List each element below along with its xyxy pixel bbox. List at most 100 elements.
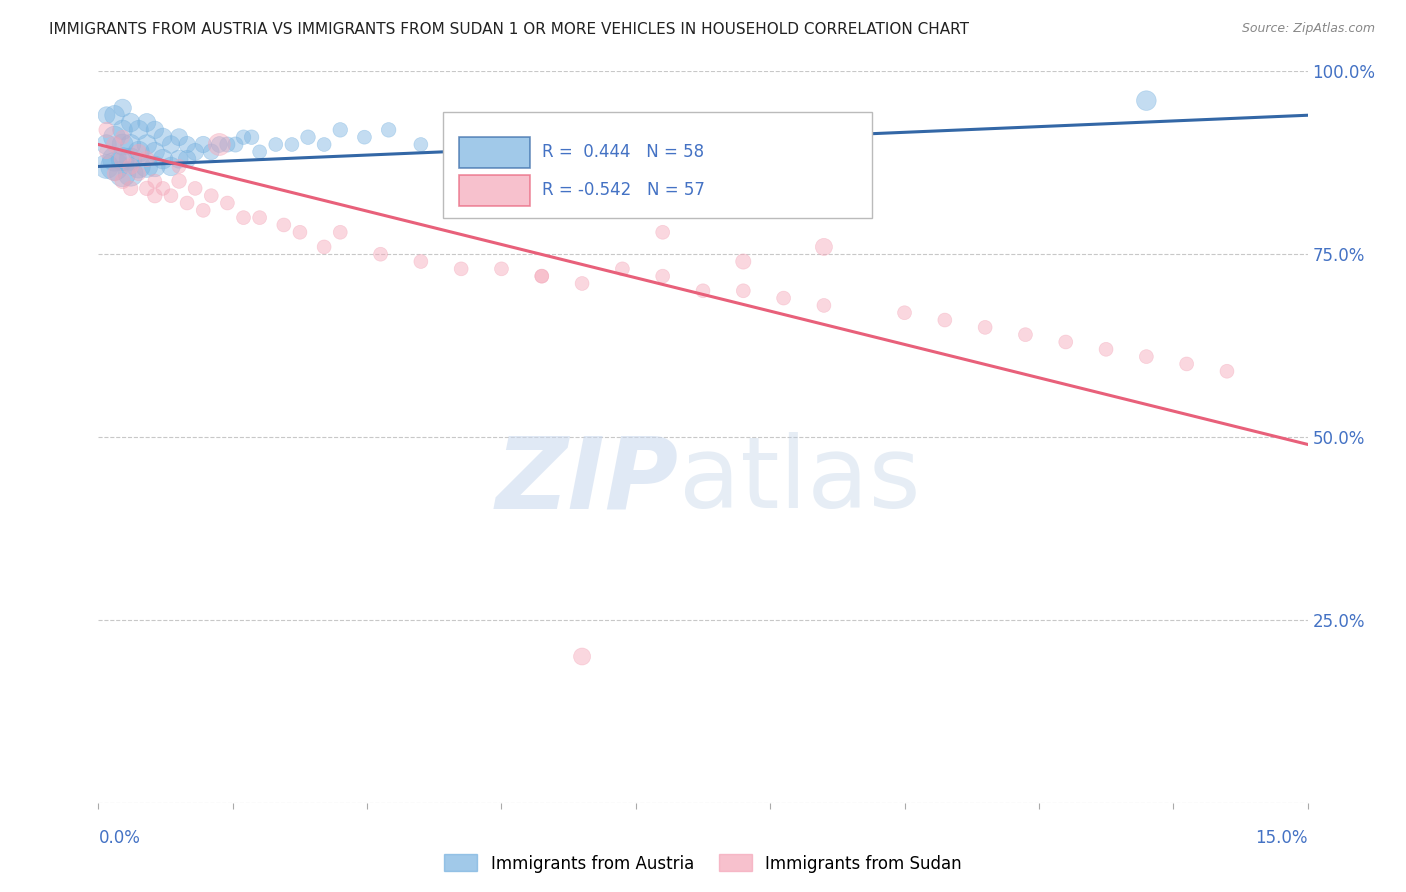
Point bbox=[733, 123, 755, 137]
Point bbox=[772, 291, 794, 305]
Point bbox=[167, 152, 190, 166]
Point bbox=[249, 211, 271, 225]
Point bbox=[103, 152, 125, 166]
Point bbox=[1054, 334, 1077, 349]
Point bbox=[893, 306, 915, 320]
Point bbox=[813, 298, 835, 312]
Point bbox=[224, 137, 246, 152]
Point bbox=[692, 284, 714, 298]
Point bbox=[1135, 350, 1157, 364]
Point bbox=[1135, 94, 1157, 108]
Point bbox=[111, 130, 134, 145]
Point bbox=[120, 152, 142, 166]
Point bbox=[813, 240, 835, 254]
Point bbox=[120, 160, 142, 174]
Point bbox=[409, 137, 432, 152]
Point bbox=[571, 277, 593, 291]
Point bbox=[450, 123, 472, 137]
Point bbox=[176, 196, 198, 211]
Point bbox=[1014, 327, 1036, 342]
Point bbox=[232, 211, 254, 225]
Point bbox=[152, 181, 174, 195]
Point bbox=[329, 123, 352, 137]
Point bbox=[111, 137, 134, 152]
Point bbox=[200, 188, 222, 202]
Point bbox=[409, 254, 432, 268]
Point bbox=[167, 130, 190, 145]
Point bbox=[1095, 343, 1118, 357]
Point bbox=[184, 145, 207, 159]
Point bbox=[103, 160, 125, 174]
Point bbox=[135, 160, 157, 174]
Point bbox=[135, 152, 157, 166]
Point bbox=[733, 254, 755, 268]
Point bbox=[96, 160, 118, 174]
Point bbox=[200, 145, 222, 159]
Point bbox=[1175, 357, 1198, 371]
Point bbox=[167, 174, 190, 188]
Point bbox=[111, 174, 134, 188]
Point bbox=[152, 130, 174, 145]
Point bbox=[111, 123, 134, 137]
FancyBboxPatch shape bbox=[458, 175, 530, 206]
Point bbox=[297, 130, 319, 145]
Point bbox=[288, 225, 311, 239]
Point bbox=[232, 130, 254, 145]
Point bbox=[111, 101, 134, 115]
Point bbox=[143, 145, 166, 159]
Point bbox=[143, 188, 166, 202]
Legend: Immigrants from Austria, Immigrants from Sudan: Immigrants from Austria, Immigrants from… bbox=[437, 847, 969, 880]
Point bbox=[249, 145, 271, 159]
Point bbox=[974, 320, 997, 334]
Point bbox=[96, 145, 118, 159]
Point bbox=[193, 203, 215, 218]
Point bbox=[128, 145, 150, 159]
Point bbox=[143, 123, 166, 137]
Point bbox=[273, 218, 295, 232]
Point bbox=[120, 137, 142, 152]
Point bbox=[120, 167, 142, 181]
Point bbox=[651, 225, 673, 239]
Point bbox=[377, 123, 399, 137]
Point bbox=[651, 269, 673, 284]
Point bbox=[208, 137, 231, 152]
Point bbox=[160, 160, 183, 174]
Text: R =  0.444   N = 58: R = 0.444 N = 58 bbox=[543, 143, 704, 161]
Point bbox=[135, 137, 157, 152]
Point bbox=[128, 160, 150, 174]
Point bbox=[160, 188, 183, 202]
Point bbox=[450, 261, 472, 276]
Point bbox=[111, 152, 134, 166]
Point bbox=[128, 123, 150, 137]
Point bbox=[571, 123, 593, 137]
Point bbox=[143, 174, 166, 188]
Point bbox=[571, 649, 593, 664]
Point bbox=[176, 137, 198, 152]
Point bbox=[530, 269, 553, 284]
Text: Source: ZipAtlas.com: Source: ZipAtlas.com bbox=[1241, 22, 1375, 36]
Point bbox=[176, 152, 198, 166]
Point bbox=[135, 115, 157, 129]
Text: ZIP: ZIP bbox=[496, 433, 679, 530]
Point bbox=[314, 240, 336, 254]
Point bbox=[281, 137, 304, 152]
Point bbox=[120, 115, 142, 129]
Point bbox=[934, 313, 956, 327]
Point bbox=[135, 181, 157, 195]
Point bbox=[208, 137, 231, 152]
Point bbox=[530, 123, 553, 137]
Text: atlas: atlas bbox=[679, 433, 921, 530]
Point bbox=[111, 167, 134, 181]
Point bbox=[1216, 364, 1239, 378]
Text: 15.0%: 15.0% bbox=[1256, 829, 1308, 847]
Point bbox=[120, 181, 142, 195]
Point bbox=[813, 115, 835, 129]
Point bbox=[96, 123, 118, 137]
Point bbox=[193, 137, 215, 152]
Point bbox=[128, 167, 150, 181]
Point bbox=[491, 261, 513, 276]
Point bbox=[240, 130, 263, 145]
Point bbox=[217, 137, 239, 152]
Point bbox=[264, 137, 287, 152]
Point bbox=[111, 152, 134, 166]
